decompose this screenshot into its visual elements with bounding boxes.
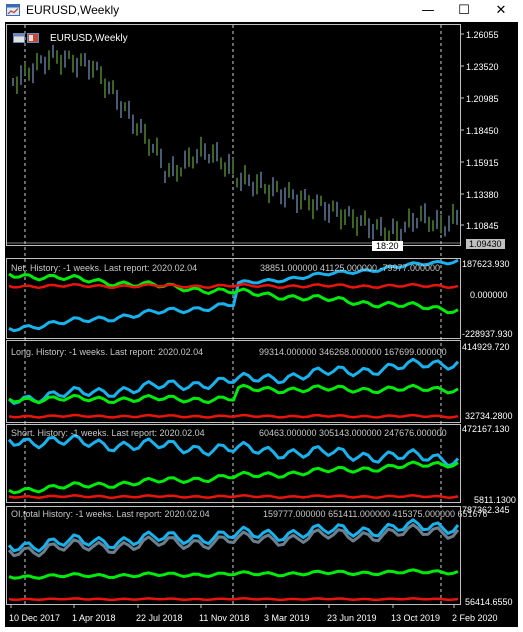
- maximize-button[interactable]: ☐: [447, 0, 481, 22]
- time-label: 23 Jun 2019: [327, 613, 377, 623]
- net-green-line: [8, 272, 459, 315]
- oi-scale-min: 56414.6550: [465, 597, 513, 607]
- close-button[interactable]: ✕: [484, 0, 518, 22]
- long-blue-line: [7, 357, 460, 405]
- chart-window-icon: [6, 4, 20, 16]
- time-label: 11 Nov 2018: [199, 613, 250, 623]
- price-label: 1.20985: [466, 94, 499, 104]
- price-label: 1.23520: [466, 62, 499, 72]
- price-label: 1.26055: [466, 30, 499, 40]
- oi-red-line: [8, 597, 459, 602]
- short-panel-values: 60463.000000 305143.000000 247676.000000: [259, 428, 447, 438]
- oi-panel-caption: OI.total History: -1 weeks. Last report:…: [11, 509, 210, 519]
- short-scale-max: 472167.130: [462, 424, 510, 434]
- time-label: 13 Oct 2019: [391, 613, 441, 623]
- time-label: 3 Mar 2019: [264, 613, 310, 623]
- net-scale-zero: 0.000000: [470, 290, 508, 300]
- chart-area[interactable]: EURUSD,Weekly 1.26055 1.23520 1.20985 1.…: [5, 22, 518, 627]
- maximize-icon: ☐: [458, 3, 470, 18]
- long-panel-caption: Long. History: -1 weeks. Last report: 20…: [11, 347, 204, 357]
- net-panel-values: 38851.000000 41125.000000 -79977.000000: [260, 263, 441, 273]
- candle-countdown: 18:20: [372, 241, 403, 251]
- chart-canvas[interactable]: [5, 22, 518, 627]
- minimize-icon: —: [421, 3, 435, 18]
- oi-scale-max: 787362.345: [462, 505, 510, 515]
- current-price-label: 1.09430: [466, 239, 505, 249]
- price-label: 1.15915: [466, 158, 499, 168]
- oi-gray-line: [7, 523, 460, 558]
- net-scale-min: -228937.930: [462, 329, 513, 339]
- time-label: 1 Apr 2018: [72, 613, 116, 623]
- oi-panel-values: 159777.000000 651411.000000 415375.00000…: [263, 509, 488, 519]
- net-scale-max: 187623.930: [462, 259, 510, 269]
- window-title: EURUSD,Weekly: [26, 3, 120, 17]
- title-bar[interactable]: EURUSD,Weekly — ☐ ✕: [0, 0, 523, 22]
- short-green-line: [8, 460, 459, 495]
- panel-frame: [6, 24, 461, 246]
- close-icon: ✕: [495, 3, 507, 18]
- minimize-button[interactable]: —: [411, 0, 445, 22]
- main-chart-title: EURUSD,Weekly: [50, 33, 128, 44]
- long-scale-max: 414929.720: [462, 342, 510, 352]
- oi-blue-line: [7, 518, 460, 553]
- short-panel-caption: Short. History: -1 weeks. Last report: 2…: [11, 428, 205, 438]
- short-scale-min: 5811.1300: [474, 495, 516, 505]
- net-blue-line: [8, 258, 459, 333]
- price-label: 1.13380: [466, 190, 499, 200]
- long-red-line: [8, 413, 459, 419]
- time-label: 22 Jul 2018: [136, 613, 183, 623]
- time-label: 10 Dec 2017: [9, 613, 61, 623]
- chart-header-icons: [13, 33, 39, 43]
- net-panel-caption: Net. History: -1 weeks. Last report: 202…: [11, 263, 198, 273]
- short-blue-line: [7, 433, 460, 468]
- oi-green-line: [8, 568, 459, 580]
- net-red-line: [8, 282, 459, 290]
- time-label: 2 Feb 2020: [452, 613, 498, 623]
- long-panel-values: 99314.000000 346268.000000 167699.000000: [259, 347, 447, 357]
- short-red-line: [8, 494, 459, 499]
- long-scale-min: 32734.2800: [465, 411, 513, 421]
- long-green-line: [8, 383, 459, 405]
- price-label: 1.10845: [466, 221, 499, 231]
- panel-frame: [6, 424, 461, 503]
- price-label: 1.18450: [466, 126, 499, 136]
